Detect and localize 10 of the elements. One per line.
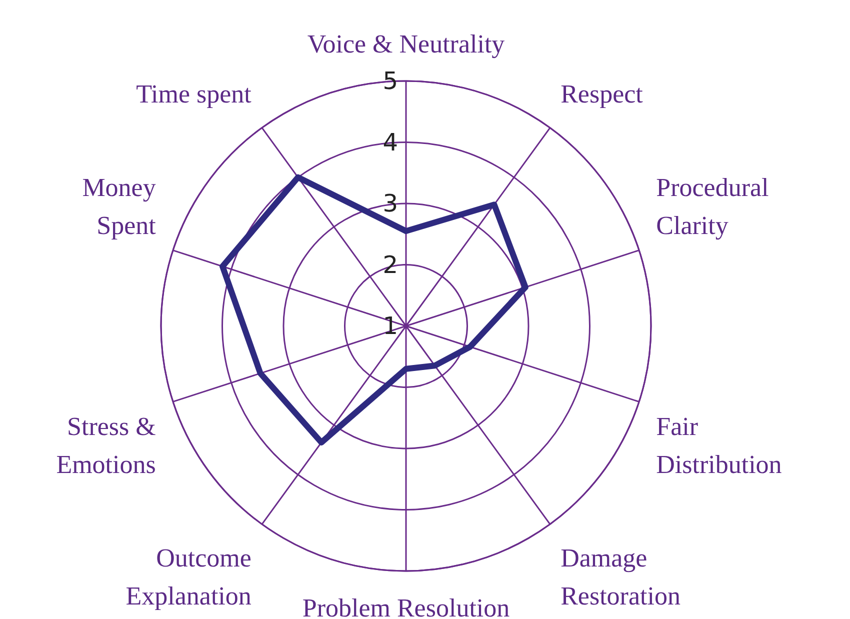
spoke-label: Procedural Clarity bbox=[656, 173, 769, 240]
spoke-label: Fair Distribution bbox=[656, 412, 782, 479]
spoke-label: Voice & Neutrality bbox=[307, 30, 505, 58]
spoke-label: Outcome Explanation bbox=[126, 543, 252, 610]
spoke-label: Problem Resolution bbox=[302, 594, 510, 619]
spoke-label: Money Spent bbox=[82, 173, 157, 240]
spoke-label: Time spent bbox=[136, 80, 252, 109]
spoke-label: Stress & Emotions bbox=[56, 412, 156, 479]
spoke-label: Damage Restoration bbox=[560, 543, 680, 610]
spoke-label: Respect bbox=[560, 80, 644, 109]
